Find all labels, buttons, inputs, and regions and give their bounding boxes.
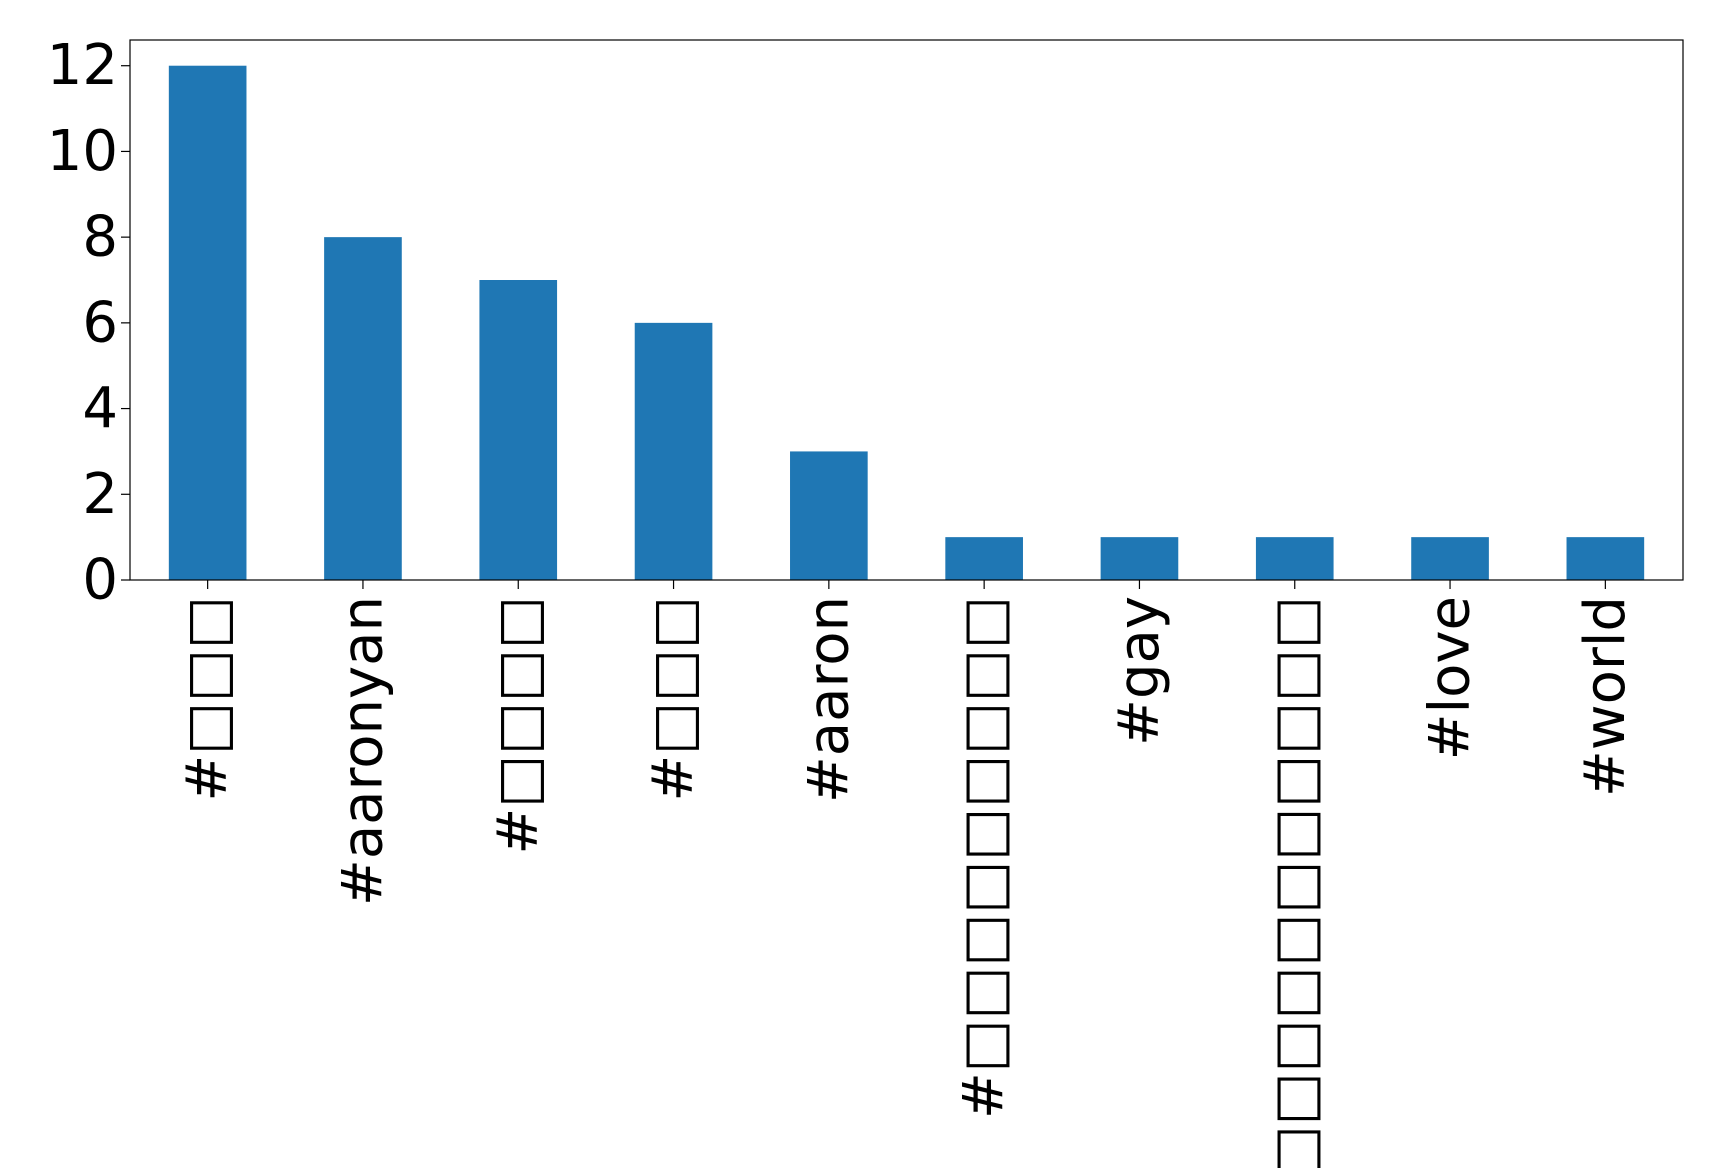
bar-2 [479,280,558,580]
x-tick-label: #aaronyan [330,596,395,906]
x-axis: #□□□ #aaronyan #□□□□ #□□□ #aaron #□□□□□□□□□ #g… [175,580,1638,1172]
bar-8 [1411,537,1489,580]
y-tick-label: 10 [47,119,118,184]
x-tick-label: #aaron [796,596,861,803]
bar-3 [634,322,713,580]
bar-6 [1100,537,1179,580]
x-tick-label: #gay [1107,596,1172,746]
bar-9 [1566,537,1645,580]
x-tick-label: #□□□□□□□□□□□ [1262,596,1327,1168]
y-tick-label: 2 [82,462,118,527]
y-tick-label: 0 [82,548,118,613]
bar-0 [168,65,247,580]
x-tick-label: #love [1418,596,1483,760]
x-tick-label: #□□□□□□□□□ [952,596,1017,1119]
x-tick-label: #world [1573,596,1638,797]
y-axis: 0 2 4 6 8 10 12 [47,33,130,613]
y-tick-label: 6 [82,290,118,355]
bar-5 [945,537,1023,580]
bars-layer [168,65,1645,580]
y-tick-label: 12 [47,33,118,98]
x-tick-label: #□□□ [175,596,240,802]
bar-4 [790,451,868,580]
y-tick-label: 8 [82,205,118,270]
bar-7 [1255,537,1334,580]
plot-frame [129,39,1684,581]
x-tick-label: #□□□ [641,596,706,802]
y-tick-label: 4 [82,376,118,441]
bar-1 [324,237,402,580]
x-tick-label: #□□□□ [486,596,551,855]
